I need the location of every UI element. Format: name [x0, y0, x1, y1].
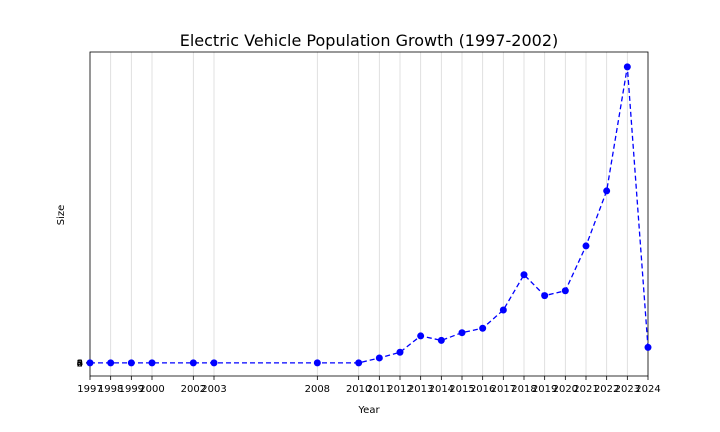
x-tick-label: 2003 [201, 384, 226, 395]
chart-title: Electric Vehicle Population Growth (1997… [180, 31, 559, 50]
data-point [561, 287, 569, 295]
data-point [623, 63, 631, 71]
data-point [541, 292, 549, 300]
data-point [210, 359, 218, 367]
data-point [479, 324, 487, 332]
x-tick-label: 2008 [305, 384, 330, 395]
series-line [90, 66, 649, 364]
x-tick-label: 2024 [635, 384, 660, 395]
y-tick-label: 2 [77, 358, 83, 369]
x-tick-label: 2013 [408, 384, 433, 395]
x-tick-label: 2022 [594, 384, 619, 395]
data-point [86, 359, 94, 367]
series-points [86, 63, 652, 367]
data-point [437, 336, 445, 344]
x-tick-label: 2019 [532, 384, 557, 395]
grid-lines [89, 52, 649, 376]
x-tick-label: 2000 [139, 384, 164, 395]
data-point [582, 242, 590, 250]
data-point [603, 187, 611, 195]
data-point [499, 306, 507, 314]
x-tick-label: 2020 [553, 384, 578, 395]
y-tick-label: 6 [77, 358, 83, 369]
y-tick-label: 4 [77, 358, 83, 369]
x-tick-label: 2002 [181, 384, 206, 395]
data-point [458, 329, 466, 337]
data-point [148, 359, 156, 367]
x-axis-label: Year [357, 405, 380, 416]
x-tick-label: 1998 [98, 384, 123, 395]
x-tick-label: 2017 [491, 384, 516, 395]
data-point [520, 271, 528, 279]
data-point [127, 359, 135, 367]
data-point [417, 332, 425, 340]
data-point [644, 343, 652, 351]
x-tick-label: 2015 [449, 384, 474, 395]
data-point [375, 354, 383, 362]
y-tick-label: 0 [77, 358, 83, 369]
plot-area [89, 51, 649, 377]
x-tick-label: 2023 [615, 384, 640, 395]
x-tick-label: 1999 [119, 384, 144, 395]
y-axis-label: Size [56, 205, 67, 226]
y-tick-label: 8 [77, 358, 83, 369]
x-tick-label: 2010 [346, 384, 371, 395]
data-point [313, 359, 321, 367]
data-point [355, 359, 363, 367]
data-point [189, 359, 197, 367]
x-tick-label: 2018 [511, 384, 536, 395]
x-tick-label: 2011 [367, 384, 392, 395]
x-tick-label: 2016 [470, 384, 495, 395]
x-tick-label: 2012 [387, 384, 412, 395]
data-point [107, 359, 115, 367]
x-tick-label: 2014 [429, 384, 454, 395]
data-point [396, 348, 404, 356]
x-tick-label: 2021 [573, 384, 598, 395]
x-tick-label: 1997 [77, 384, 102, 395]
